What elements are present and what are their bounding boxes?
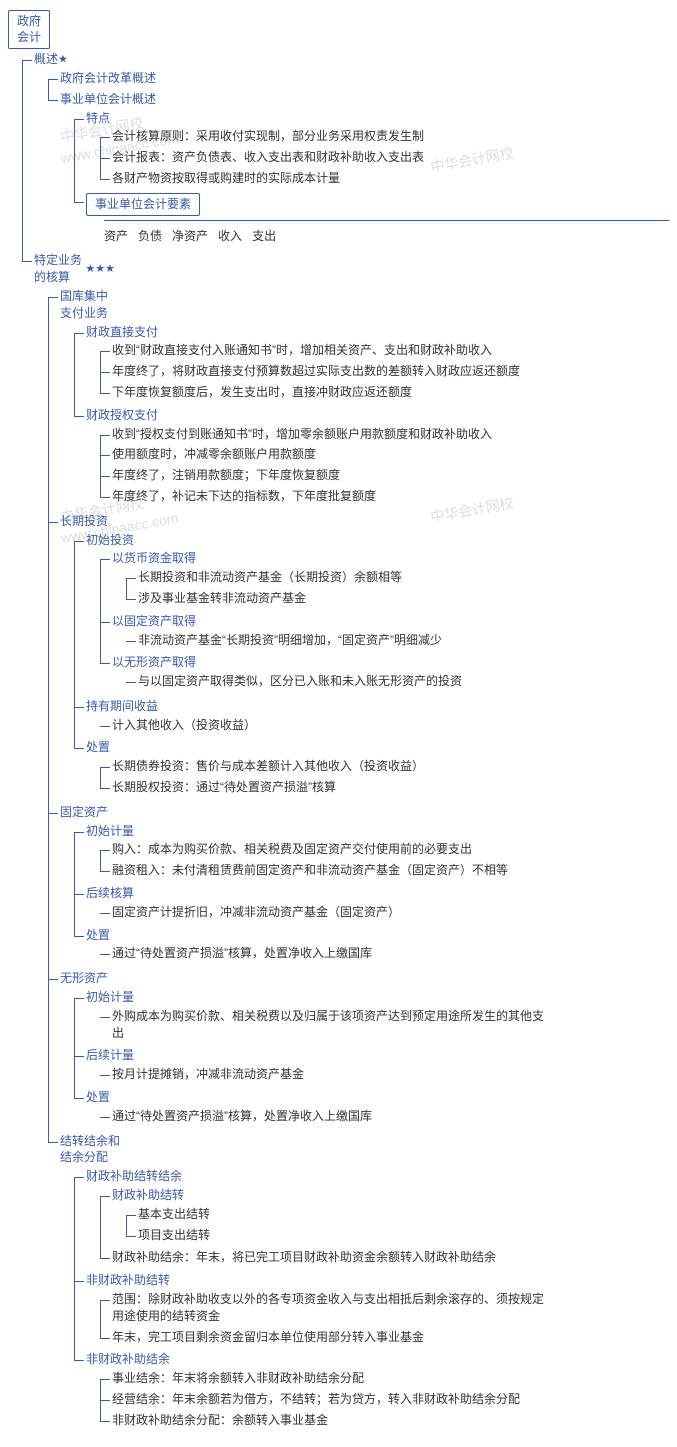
node-disposal: 处置 bbox=[86, 739, 110, 756]
leaf-text: 年度终了，注销用款额度；下年度恢复额度 bbox=[112, 467, 340, 484]
node-direct-pay: 财政直接支付 bbox=[86, 324, 158, 341]
node-disposal: 处置 bbox=[86, 927, 110, 944]
node-fiscal-carryover: 财政补助结转结余 bbox=[86, 1168, 182, 1185]
element-item: 收入 bbox=[218, 225, 242, 244]
node-elements: 事业单位会计要素 bbox=[86, 193, 200, 217]
leaf-text: 会计核算原则：采用收付实现制，部分业务采用权责发生制 bbox=[112, 128, 424, 145]
leaf-text: 年末，完工项目剩余资金留归本单位使用部分转入事业基金 bbox=[112, 1329, 424, 1346]
leaf-text: 项目支出结转 bbox=[138, 1227, 210, 1244]
element-item: 资产 bbox=[104, 225, 128, 244]
node-overview: 概述 bbox=[34, 51, 58, 68]
star-icon: ★ bbox=[58, 54, 68, 66]
node-by-cash: 以货币资金取得 bbox=[112, 550, 196, 567]
leaf-text: 收到“授权支付到账通知书”时，增加零余额账户用款额度和财政补助收入 bbox=[112, 426, 492, 443]
node-holding-income: 持有期间收益 bbox=[86, 698, 158, 715]
node-intangible-assets: 无形资产 bbox=[60, 970, 108, 987]
leaf-text: 经营结余：年末余额若为借方，不结转；若为贷方，转入非财政补助结余分配 bbox=[112, 1391, 520, 1408]
leaf-text: 融资租入：未付清租赁费前固定资产和非流动资产基金（固定资产）不相等 bbox=[112, 862, 508, 879]
node-nonfiscal-balance: 非财政补助结余 bbox=[86, 1351, 170, 1368]
mindmap-tree: 政府 会计 概述★ 政府会计改革概述 事业单位会计概述 特点 会计核算原则：采用… bbox=[8, 8, 669, 1439]
leaf-text: 按月计提摊销，冲减非流动资产基金 bbox=[112, 1066, 304, 1083]
node-initial-measure: 初始计量 bbox=[86, 989, 134, 1006]
leaf-text: 非财政补助结余分配：余额转入事业基金 bbox=[112, 1412, 328, 1429]
node-treasury: 国库集中 支付业务 bbox=[60, 288, 108, 322]
leaf-text: 与以固定资产取得类似，区分已入账和未入账无形资产的投资 bbox=[138, 673, 462, 690]
node-auth-pay: 财政授权支付 bbox=[86, 407, 158, 424]
element-item: 负债 bbox=[138, 225, 162, 244]
leaf-text: 固定资产计提折旧，冲减非流动资产基金（固定资产） bbox=[112, 904, 400, 921]
node-by-intangible: 以无形资产取得 bbox=[112, 654, 196, 671]
leaf-text: 购入：成本为购买价款、相关税费及固定资产交付使用前的必要支出 bbox=[112, 841, 472, 858]
leaf-text: 范围：除财政补助收支以外的各专项资金收入与支出相抵后剩余滚存的、须按规定用途使用… bbox=[112, 1291, 552, 1325]
star-icon: ★★★ bbox=[85, 263, 115, 275]
node-special-business: 特定业务 的核算 bbox=[34, 252, 82, 286]
node-institution-acc: 事业单位会计概述 bbox=[60, 91, 156, 108]
node-fixed-assets: 固定资产 bbox=[60, 804, 108, 821]
node-followup-acc: 后续核算 bbox=[86, 885, 134, 902]
leaf-text: 事业结余：年末将余额转入非财政补助结余分配 bbox=[112, 1370, 364, 1387]
element-item: 支出 bbox=[252, 225, 276, 244]
element-item: 净资产 bbox=[172, 225, 208, 244]
leaf-text: 收到“财政直接支付入账通知书”时，增加相关资产、支出和财政补助收入 bbox=[112, 342, 492, 359]
node-features: 特点 bbox=[86, 110, 110, 127]
elements-row: 资产 负债 净资产 收入 支出 bbox=[104, 220, 669, 244]
node-gov-reform: 政府会计改革概述 bbox=[60, 70, 156, 87]
node-initial-invest: 初始投资 bbox=[86, 532, 134, 549]
node-disposal: 处置 bbox=[86, 1089, 110, 1106]
leaf-text: 使用额度时，冲减零余额账户用款额度 bbox=[112, 446, 316, 463]
leaf-text: 年度终了，补记未下达的指标数，下年度批复额度 bbox=[112, 488, 376, 505]
node-fiscal-carry: 财政补助结转 bbox=[112, 1187, 184, 1204]
leaf-text: 各财产物资按取得或购建时的实际成本计量 bbox=[112, 170, 340, 187]
leaf-text: 下年度恢复额度后，发生支出时，直接冲财政应返还额度 bbox=[112, 384, 412, 401]
leaf-text: 长期股权投资：通过“待处置资产损溢”核算 bbox=[112, 779, 336, 796]
leaf-text: 通过“待处置资产损溢”核算，处置净收入上缴国库 bbox=[112, 1108, 372, 1125]
leaf-text: 外购成本为购买价款、相关税费以及归属于该项资产达到预定用途所发生的其他支出 bbox=[112, 1008, 552, 1042]
node-carryover: 结转结余和 结余分配 bbox=[60, 1133, 120, 1167]
leaf-text: 通过“待处置资产损溢”核算，处置净收入上缴国库 bbox=[112, 945, 372, 962]
leaf-text: 非流动资产基金“长期投资”明细增加，“固定资产”明细减少 bbox=[138, 632, 442, 649]
leaf-text: 计入其他收入（投资收益） bbox=[112, 717, 256, 734]
node-longterm-invest: 长期投资 bbox=[60, 513, 108, 530]
node-followup-measure: 后续计量 bbox=[86, 1047, 134, 1064]
root-node: 政府 会计 bbox=[8, 10, 50, 49]
leaf-text: 长期投资和非流动资产基金（长期投资）余额相等 bbox=[138, 569, 402, 586]
leaf-text: 基本支出结转 bbox=[138, 1206, 210, 1223]
node-nonfiscal-carry: 非财政补助结转 bbox=[86, 1272, 170, 1289]
leaf-text: 年度终了，将财政直接支付预算数超过实际支出数的差额转入财政应返还额度 bbox=[112, 363, 520, 380]
leaf-text: 财政补助结余：年末，将已完工项目财政补助资金余额转入财政补助结余 bbox=[112, 1249, 496, 1266]
leaf-text: 会计报表：资产负债表、收入支出表和财政补助收入支出表 bbox=[112, 149, 424, 166]
node-initial-measure: 初始计量 bbox=[86, 823, 134, 840]
leaf-text: 长期债券投资：售价与成本差额计入其他收入（投资收益） bbox=[112, 758, 424, 775]
node-by-fixed: 以固定资产取得 bbox=[112, 613, 196, 630]
leaf-text: 涉及事业基金转非流动资产基金 bbox=[138, 590, 306, 607]
